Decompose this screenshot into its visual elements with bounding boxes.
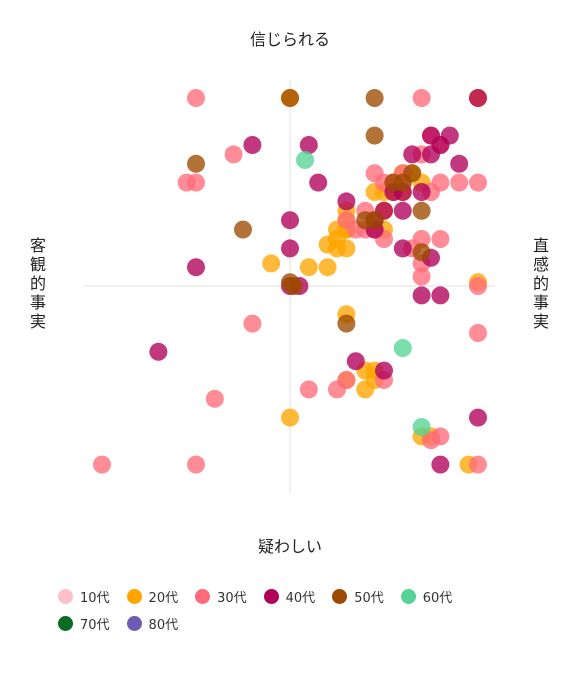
- point-40代-3: [440, 126, 459, 145]
- legend-item: 10代: [58, 586, 110, 606]
- point-40代-0: [469, 89, 487, 107]
- axis-label-right: 直感的事実: [532, 236, 549, 331]
- point-60代-0: [296, 151, 314, 169]
- point-30代-38: [93, 455, 111, 474]
- point-30代-11: [450, 173, 469, 192]
- legend-label: 20代: [148, 590, 179, 606]
- point-40代-6: [450, 154, 469, 173]
- point-30代-1: [412, 89, 431, 107]
- point-40代-9: [309, 173, 328, 192]
- legend-swatch: [195, 588, 211, 604]
- legend-swatch: [126, 615, 142, 631]
- point-50代-10: [234, 220, 252, 239]
- axis-label-left: 客観的事実: [29, 236, 46, 331]
- point-40代-30: [469, 408, 487, 427]
- point-50代-9: [365, 211, 384, 230]
- legend-swatch: [58, 588, 73, 604]
- point-30代-29: [243, 314, 262, 333]
- point-30代-0: [187, 89, 205, 107]
- legend-label: 80代: [148, 617, 179, 633]
- legend-swatch: [400, 588, 416, 604]
- legend-label: 40代: [285, 590, 316, 606]
- point-30代-25: [224, 145, 243, 164]
- point-40代-13: [412, 183, 431, 201]
- legend-item: 30代: [195, 586, 247, 606]
- point-20代-24: [262, 254, 281, 273]
- point-50代-2: [365, 126, 384, 145]
- legend-label: 60代: [422, 590, 453, 606]
- point-30代-12: [469, 173, 487, 192]
- point-40代-14: [393, 201, 412, 220]
- legend-label: 50代: [354, 590, 384, 606]
- point-30代-28: [469, 277, 487, 295]
- point-50代-7: [412, 201, 431, 220]
- axis-label-top: 信じられる: [249, 30, 330, 49]
- legend-swatch: [58, 615, 73, 631]
- point-60代-1: [393, 339, 412, 357]
- point-50代-6: [403, 164, 422, 183]
- legend-item: 20代: [126, 586, 179, 606]
- point-40代-19: [393, 239, 412, 258]
- point-30代-32: [328, 380, 346, 399]
- point-30代-24: [412, 267, 431, 286]
- point-40代-18: [281, 211, 299, 230]
- point-20代-22: [299, 258, 318, 277]
- point-40代-28: [346, 352, 365, 371]
- point-30代-30: [469, 324, 487, 342]
- legend-item: 50代: [332, 586, 384, 606]
- point-40代-7: [243, 136, 262, 154]
- legend-swatch: [263, 588, 279, 604]
- point-30代-21: [431, 230, 450, 248]
- point-50代-3: [187, 154, 205, 173]
- point-30代-34: [205, 389, 224, 408]
- legend-label: 70代: [80, 617, 110, 633]
- point-40代-5: [403, 145, 422, 164]
- point-50代-11: [412, 243, 431, 262]
- point-30代-37: [422, 431, 440, 450]
- point-30代-39: [187, 455, 205, 474]
- point-20代-21: [328, 239, 346, 258]
- legend-swatch: [332, 588, 348, 604]
- axis-label-bottom: 疑わしい: [257, 537, 322, 556]
- legend-label: 30代: [217, 590, 247, 606]
- point-20代-23: [318, 258, 337, 277]
- point-40代-26: [431, 286, 450, 305]
- point-40代-27: [149, 342, 168, 361]
- point-50代-13: [284, 277, 303, 295]
- legend: 10代 20代 30代 40代 50代 60代 70代 80代: [58, 586, 498, 640]
- point-40代-29: [375, 361, 393, 380]
- point-60代-2: [412, 418, 431, 436]
- point-40代-4: [422, 145, 440, 164]
- legend-item: 70代: [58, 613, 110, 633]
- point-30代-27: [177, 173, 196, 192]
- legend-swatch: [126, 588, 142, 604]
- legend-label: 10代: [80, 590, 110, 606]
- point-50代-0: [281, 89, 299, 107]
- point-20代-32: [281, 408, 299, 427]
- point-30代-18: [337, 211, 356, 230]
- legend-item: 40代: [263, 586, 316, 606]
- point-40代-25: [412, 286, 431, 305]
- point-50代-14: [337, 314, 356, 333]
- legend-item: 80代: [126, 613, 179, 633]
- point-30代-40: [469, 455, 487, 474]
- point-40代-22: [187, 258, 205, 277]
- point-40代-31: [431, 455, 450, 474]
- data-points: [93, 89, 487, 474]
- point-40代-8: [299, 136, 318, 154]
- legend-item: 60代: [400, 586, 453, 606]
- point-40代-21: [281, 239, 299, 258]
- point-30代-35: [299, 380, 318, 399]
- point-50代-1: [365, 89, 384, 107]
- point-40代-10: [337, 192, 356, 211]
